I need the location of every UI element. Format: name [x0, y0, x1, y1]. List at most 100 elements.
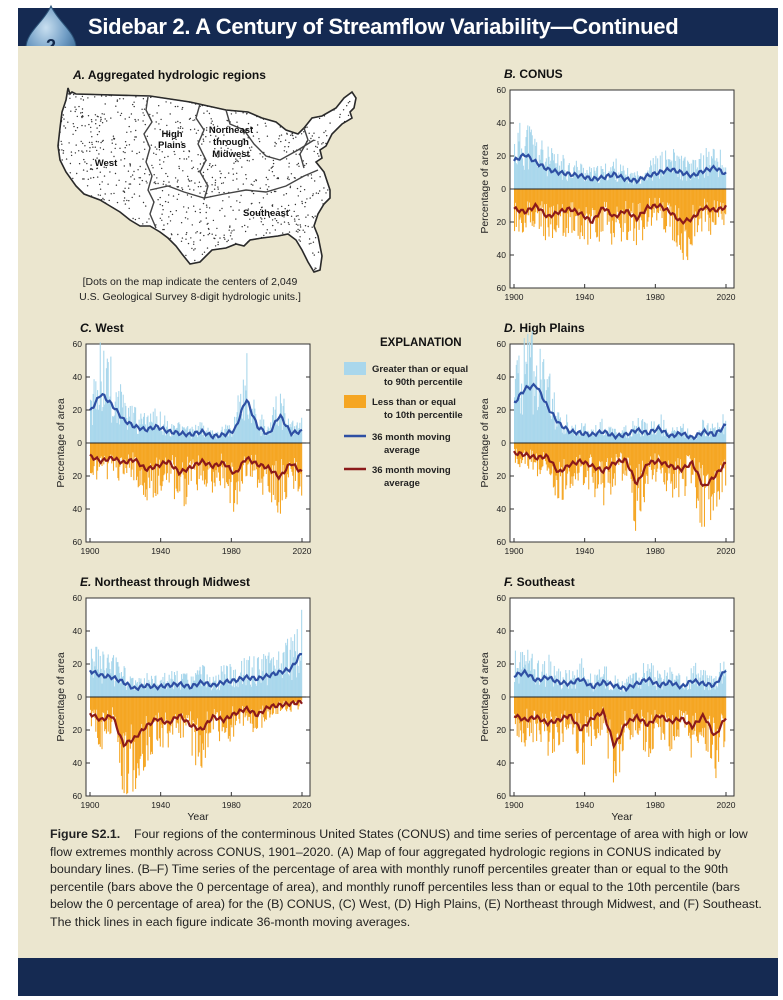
map-dot: [60, 99, 63, 101]
upper-bar: [256, 685, 258, 697]
map-dot: [137, 236, 140, 239]
lower-bar: [551, 697, 554, 753]
upper-bar: [143, 416, 145, 443]
map-dot: [248, 254, 250, 256]
map-dot: [138, 151, 141, 153]
map-dot: [287, 146, 290, 148]
upper-bar: [278, 651, 280, 697]
map-dot: [304, 270, 306, 272]
map-dot: [288, 223, 290, 226]
map-dot: [80, 98, 82, 100]
region-label-northeast-3: Midwest: [212, 149, 250, 160]
map-dot: [103, 166, 105, 168]
map-dot: [168, 216, 170, 218]
upper-bar: [609, 690, 611, 697]
upper-bar: [211, 434, 213, 443]
lower-bar: [222, 697, 224, 728]
map-dot: [347, 143, 349, 146]
upper-bar: [601, 418, 603, 443]
map-dot: [68, 142, 70, 144]
upper-bar: [551, 677, 553, 697]
y-tick-label: 40: [497, 118, 507, 128]
map-dot: [190, 180, 193, 182]
map-dot: [241, 226, 243, 228]
upper-bar: [551, 148, 553, 189]
map-dot: [96, 157, 98, 159]
upper-bar: [625, 688, 627, 697]
y-tick-label: 60: [73, 593, 83, 603]
lower-bar: [685, 697, 687, 712]
map-dot: [73, 224, 76, 227]
map-dot: [169, 237, 172, 239]
map-dot: [94, 114, 97, 116]
map-dot: [156, 177, 158, 179]
lower-bar: [142, 443, 144, 486]
lower-bar: [153, 697, 155, 722]
map-dot: [117, 252, 119, 254]
upper-bar: [719, 428, 721, 443]
upper-bar: [231, 436, 233, 443]
map-dot: [71, 86, 72, 87]
upper-bar: [571, 688, 573, 697]
lower-bar: [559, 443, 561, 462]
upper-bar: [685, 433, 687, 443]
lower-bar: [219, 697, 221, 711]
lower-bar: [549, 697, 551, 733]
map-dot: [205, 95, 207, 97]
lower-bar: [648, 697, 650, 757]
map-dot: [172, 88, 174, 91]
map-dot: [93, 258, 95, 261]
map-dot: [326, 245, 328, 247]
upper-bar: [231, 685, 233, 697]
lower-bar: [718, 697, 721, 738]
lower-bar: [674, 697, 676, 719]
map-dot: [295, 223, 298, 225]
lower-bar: [642, 189, 645, 228]
map-dot: [154, 146, 156, 148]
upper-bar: [582, 680, 584, 697]
map-dot: [206, 247, 209, 249]
lower-bar: [688, 697, 690, 736]
lower-bar: [174, 443, 176, 458]
map-dot: [149, 113, 151, 116]
lower-bar: [99, 697, 101, 747]
chart-title-text: CONUS: [516, 67, 563, 81]
map-dot: [128, 187, 130, 189]
lower-bar: [533, 697, 535, 711]
y-tick-label: 0: [77, 692, 82, 702]
lower-bar: [580, 443, 582, 467]
upper-bar: [712, 148, 714, 189]
map-dot: [314, 215, 316, 217]
lower-bar: [181, 443, 183, 463]
upper-bar: [530, 335, 532, 443]
map-dot: [252, 135, 255, 137]
map-dot: [69, 172, 72, 174]
upper-bar: [551, 398, 554, 443]
upper-bar: [640, 436, 642, 443]
map-dot: [165, 184, 167, 186]
map-dot: [216, 152, 218, 154]
map-dot: [76, 254, 78, 256]
lower-bar: [549, 189, 551, 208]
map-dot: [227, 147, 229, 150]
y-tick-label: 60: [73, 339, 83, 349]
map-dot: [58, 111, 60, 114]
map-dot: [145, 180, 147, 182]
upper-bar: [528, 384, 530, 443]
upper-bar: [721, 165, 723, 189]
lower-bar: [702, 443, 704, 465]
lower-bar: [210, 697, 212, 733]
map-dot: [103, 175, 106, 177]
map-dot: [299, 149, 301, 151]
map-dot: [175, 138, 177, 141]
upper-bar: [281, 678, 283, 697]
caption-text: Four regions of the conterminous United …: [50, 827, 762, 929]
map-dot: [99, 256, 102, 258]
map-dot: [262, 197, 265, 199]
lower-bar: [713, 189, 715, 201]
map-dot: [287, 204, 290, 207]
upper-bar: [296, 629, 298, 697]
map-dot: [175, 249, 177, 252]
map-dot: [323, 150, 325, 152]
lower-bar: [559, 697, 562, 723]
